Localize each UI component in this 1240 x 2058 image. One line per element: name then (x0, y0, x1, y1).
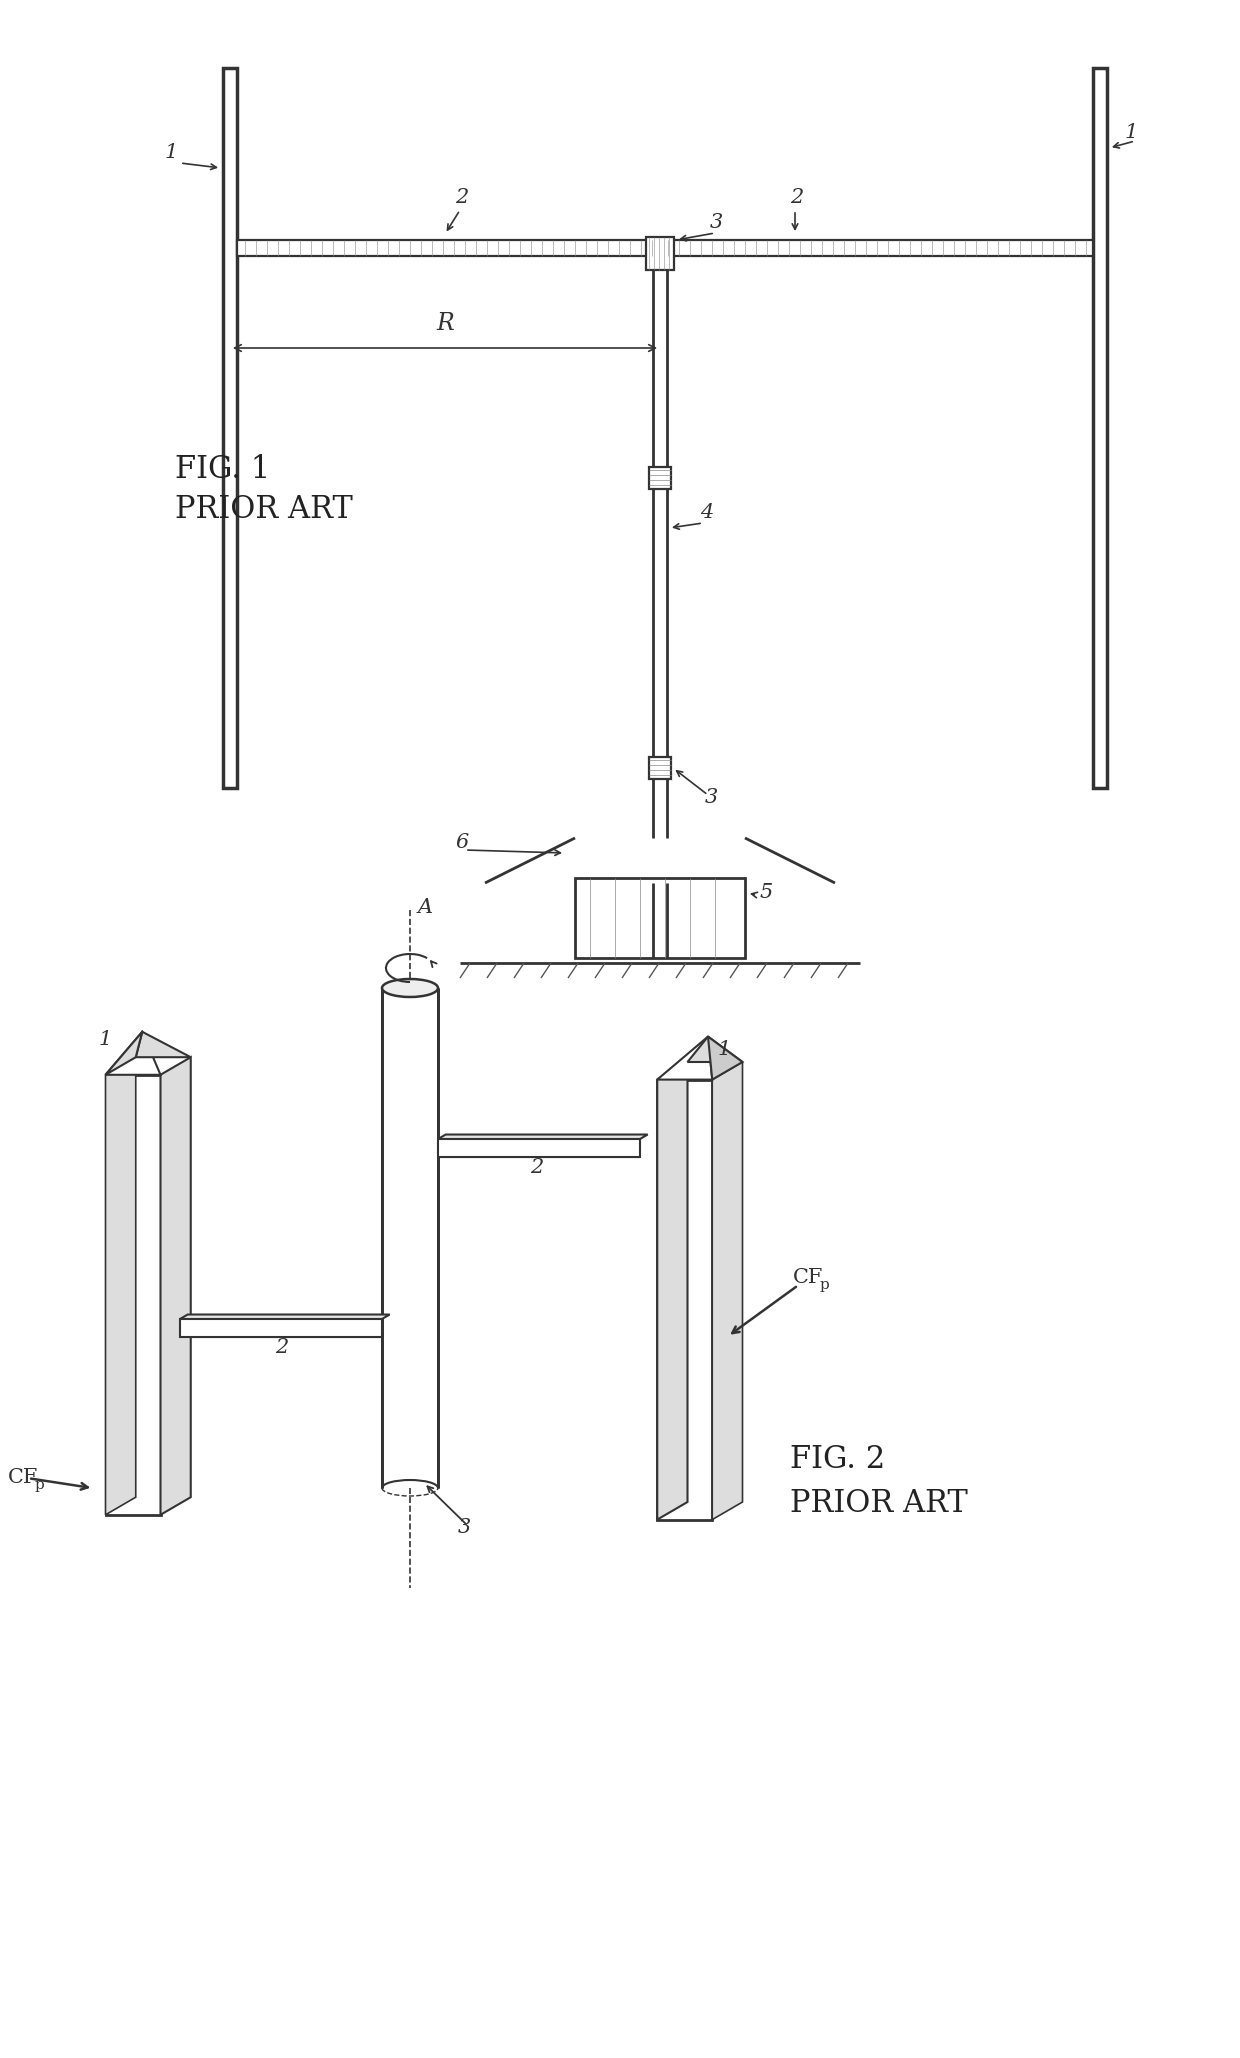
Text: p: p (820, 1278, 830, 1292)
Polygon shape (105, 1031, 160, 1074)
Text: CF: CF (9, 1467, 38, 1488)
Text: 1: 1 (98, 1029, 112, 1050)
Bar (660, 241, 1092, 255)
Ellipse shape (382, 980, 438, 996)
Polygon shape (105, 1031, 143, 1074)
Text: PRIOR ART: PRIOR ART (175, 494, 352, 525)
Text: 5: 5 (760, 883, 774, 901)
Text: 2: 2 (529, 1159, 543, 1177)
Bar (649, 467, 671, 490)
Bar (1092, 68, 1107, 788)
Polygon shape (712, 1062, 743, 1519)
Bar (646, 237, 675, 270)
Text: p: p (35, 1478, 43, 1492)
Text: 6: 6 (455, 833, 469, 852)
Polygon shape (135, 1031, 191, 1058)
Bar (649, 757, 671, 780)
Text: 3: 3 (458, 1519, 471, 1537)
Text: 3: 3 (706, 788, 718, 807)
Polygon shape (160, 1058, 191, 1515)
Text: 1: 1 (717, 1039, 730, 1058)
Polygon shape (180, 1315, 389, 1319)
Polygon shape (708, 1037, 743, 1080)
Text: R: R (436, 313, 454, 335)
Polygon shape (180, 1319, 382, 1338)
Text: 4: 4 (701, 502, 713, 523)
Polygon shape (105, 1074, 160, 1515)
Text: 1: 1 (1125, 123, 1138, 142)
Polygon shape (438, 1138, 640, 1157)
Bar (575, 879, 745, 959)
Text: FIG. 2: FIG. 2 (790, 1445, 885, 1476)
Text: 2: 2 (790, 187, 804, 208)
Bar (223, 68, 237, 788)
Bar (237, 241, 660, 255)
Text: 2: 2 (275, 1338, 288, 1356)
Text: A: A (418, 897, 433, 918)
Text: 2: 2 (455, 187, 469, 208)
Text: 3: 3 (711, 212, 723, 233)
Text: 1: 1 (165, 142, 179, 163)
Polygon shape (105, 1058, 135, 1515)
Polygon shape (657, 1062, 687, 1519)
Polygon shape (657, 1080, 712, 1519)
Text: FIG. 1: FIG. 1 (175, 455, 270, 486)
Polygon shape (438, 1134, 647, 1138)
Text: CF: CF (794, 1268, 823, 1286)
Polygon shape (687, 1037, 743, 1062)
Polygon shape (657, 1037, 712, 1080)
Text: PRIOR ART: PRIOR ART (790, 1488, 967, 1519)
